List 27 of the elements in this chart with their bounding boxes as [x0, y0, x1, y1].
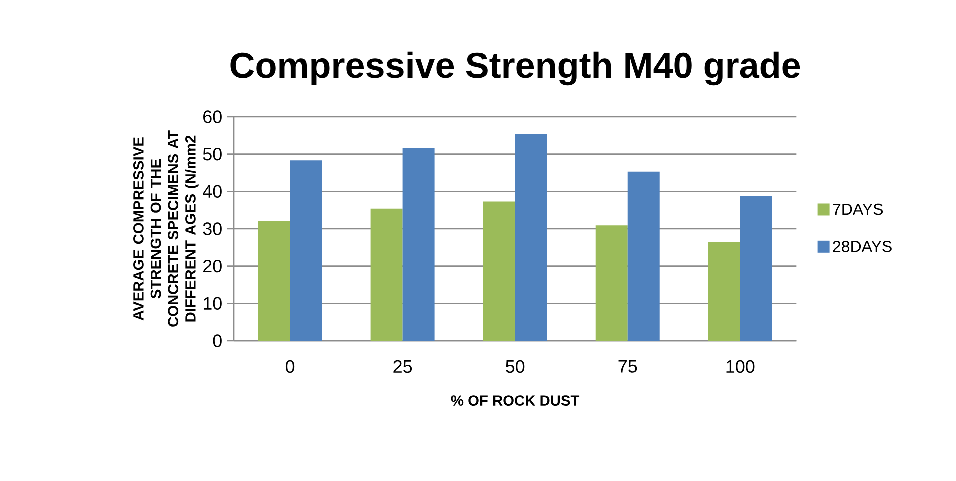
y-tick-label: 50: [203, 148, 222, 161]
y-tick-label: 60: [204, 110, 222, 124]
bar: [258, 222, 290, 341]
x-tick-label: 75: [618, 360, 638, 373]
bar: [708, 242, 740, 341]
bar: [370, 208, 403, 341]
x-tick-label: 50: [506, 360, 525, 374]
bar: [483, 202, 516, 341]
bar: [290, 160, 322, 341]
chart-title: Compressive Strength M40 grade: [230, 52, 800, 86]
x-tick-label: 0: [286, 360, 295, 374]
bar: [740, 196, 772, 341]
legend-label: 7DAYS: [833, 204, 884, 216]
bar: [515, 134, 548, 341]
y-tick-label: 0: [213, 334, 222, 348]
bar: [596, 226, 628, 341]
x-tick-label: 100: [726, 360, 755, 374]
y-tick-label: 10: [204, 297, 222, 310]
y-axis-title: AVERAGE COMPRESSIVE STRENGTH OF THE CONCRETE SPECIMENS AT DIFFERENT AGES (N/mm2: [134, 130, 199, 327]
x-tick-label: 25: [394, 360, 412, 374]
bar: [628, 172, 660, 341]
y-tick-label: 20: [204, 260, 222, 273]
bar: [402, 148, 435, 341]
y-tick-label: 30: [203, 222, 222, 236]
x-axis-title: % OF ROCK DUST: [451, 396, 580, 406]
legend-label: 28DAYS: [833, 240, 892, 252]
y-tick-label: 40: [203, 185, 222, 198]
